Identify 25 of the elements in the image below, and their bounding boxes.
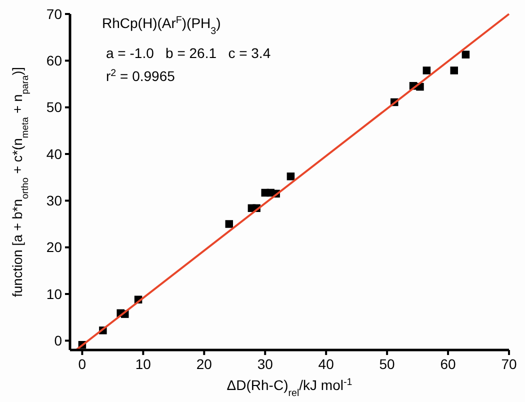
annotation: r$^{2}$ = 0.9965 <box>106 68 176 84</box>
point <box>286 172 295 180</box>
y-tick-label: 30 <box>46 192 62 209</box>
x-tick-label: 60 <box>440 356 456 372</box>
x-tick-label: 30 <box>257 356 274 372</box>
y-tick-label: 50 <box>46 99 62 116</box>
chart-title: RhCp(H)(Ar$^{F}$)(PH$_{3}$) <box>102 14 221 36</box>
annotation: a = -1.0 b = 26.1 c = 3.4 <box>106 45 271 61</box>
x-tick-label: 40 <box>318 356 334 372</box>
x-axis-title: ΔD(Rh-C)$_{rel}$/kJ mol$^{-1}$ <box>226 376 352 398</box>
y-tick-label: 70 <box>46 6 62 22</box>
x-tick-label: 20 <box>196 356 212 372</box>
point <box>450 66 458 74</box>
x-tick-label: 10 <box>135 356 152 372</box>
point <box>422 66 431 74</box>
x-tick-label: 50 <box>379 356 396 372</box>
x-tick-label: 0 <box>78 356 86 372</box>
y-tick-label: 40 <box>46 146 62 162</box>
y-tick-label: 20 <box>46 239 62 256</box>
x-tick-label: 70 <box>501 356 517 372</box>
point <box>462 50 470 58</box>
y-tick-label: 60 <box>46 52 62 69</box>
point <box>225 220 234 228</box>
y-tick-label: 0 <box>54 332 62 349</box>
y-tick-label: 10 <box>46 286 62 302</box>
